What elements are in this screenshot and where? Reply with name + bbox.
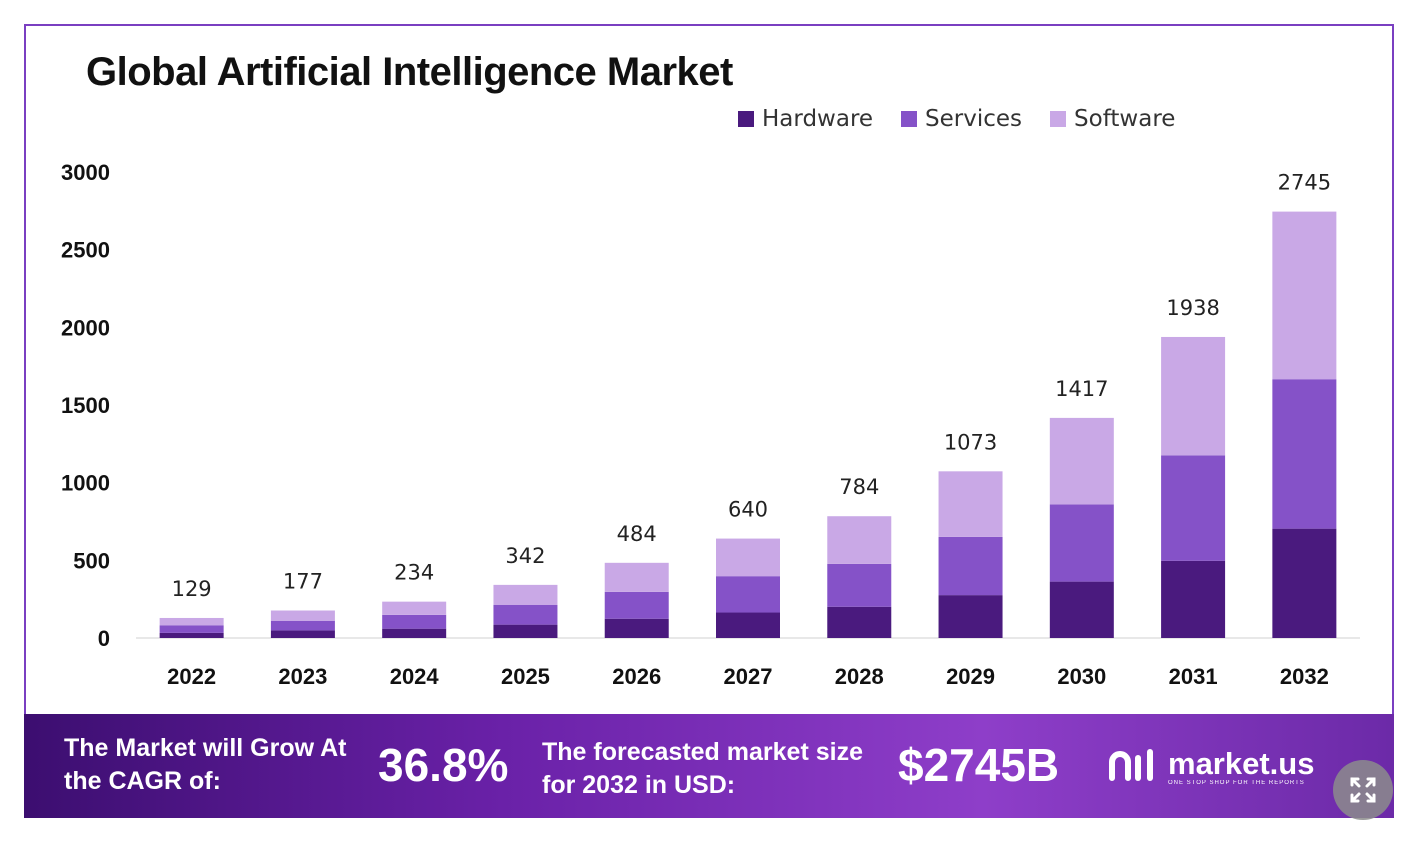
- legend: Hardware Services Software: [738, 106, 1203, 132]
- bar-segment-hardware: [382, 628, 447, 638]
- bar-segment-services: [604, 591, 669, 619]
- bar-segment-software: [604, 562, 669, 592]
- total-label: 640: [728, 498, 768, 522]
- legend-swatch-hardware: [738, 111, 754, 127]
- bar-segment-hardware: [270, 630, 335, 638]
- bar-segment-software: [382, 601, 447, 615]
- legend-swatch-services: [901, 111, 918, 127]
- bar-segment-hardware: [938, 595, 1003, 638]
- x-tick-label: 2027: [724, 664, 773, 689]
- cagr-value: 36.8%: [378, 739, 509, 791]
- total-label: 784: [839, 475, 879, 499]
- y-tick-label: 500: [73, 548, 110, 573]
- bar-segment-services: [270, 620, 335, 631]
- legend-label-software: Software: [1074, 106, 1176, 132]
- forecast-value: $2745B: [898, 739, 1060, 791]
- bar-segment-hardware: [1161, 560, 1226, 638]
- brand: market.us ONE STOP SHOP FOR THE REPORTS: [1108, 748, 1358, 786]
- bar-segment-hardware: [493, 624, 558, 638]
- y-tick-label: 2500: [61, 238, 110, 263]
- bar-segment-services: [382, 614, 447, 629]
- x-tick-label: 2023: [278, 664, 327, 689]
- y-tick-label: 2000: [61, 315, 110, 340]
- x-tick-label: 2022: [167, 664, 216, 689]
- stacked-bar-chart: 0 500 1000 1500 2000 2500 3000 129 2022 177 2023 23…: [61, 160, 1360, 689]
- bar-segment-software: [1049, 417, 1114, 505]
- market-us-logo-icon: [1109, 749, 1153, 781]
- total-label: 1417: [1055, 377, 1108, 401]
- bar-segment-hardware: [1049, 581, 1114, 638]
- legend-item-hardware: Hardware: [738, 106, 873, 132]
- bar-segment-hardware: [604, 618, 669, 638]
- forecast-label: The forecasted market size for 2032 in U…: [542, 738, 863, 799]
- bar-segment-hardware: [1272, 528, 1337, 638]
- bar-segment-services: [159, 625, 224, 633]
- total-label: 484: [617, 522, 657, 546]
- total-label: 1073: [944, 430, 997, 454]
- bar-segment-software: [938, 471, 1003, 537]
- bar-segment-services: [1161, 455, 1226, 561]
- expand-icon: [1350, 777, 1376, 803]
- legend-item-services: Services: [901, 106, 1022, 132]
- bar-segment-services: [493, 604, 558, 625]
- bar-segment-hardware: [716, 612, 780, 638]
- x-tick-label: 2024: [390, 664, 440, 689]
- chart-title: Global Artificial Intelligence Market: [86, 50, 733, 94]
- bar-segment-services: [938, 536, 1003, 596]
- brand-name: market.us: [1168, 746, 1315, 781]
- legend-label-services: Services: [925, 106, 1023, 132]
- bar-segment-services: [1272, 379, 1337, 529]
- bar-segment-software: [716, 538, 780, 577]
- cagr-label: The Market will Grow At the CAGR of:: [64, 734, 347, 795]
- y-tick-label: 1000: [61, 471, 110, 496]
- x-tick-label: 2029: [946, 664, 995, 689]
- x-tick-label: 2028: [835, 664, 884, 689]
- bar-segment-services: [1049, 504, 1114, 582]
- x-tick-label: 2026: [612, 664, 661, 689]
- total-label: 234: [394, 561, 434, 585]
- x-tick-label: 2030: [1057, 664, 1106, 689]
- summary-banner: The Market will Grow At the CAGR of: 36.…: [24, 714, 1394, 818]
- total-label: 177: [283, 570, 323, 594]
- bar-segment-software: [159, 617, 224, 626]
- bar-segment-software: [493, 584, 558, 605]
- x-tick-label: 2032: [1280, 664, 1329, 689]
- bar-segment-software: [1272, 211, 1337, 380]
- legend-swatch-software: [1050, 111, 1067, 127]
- x-tick-label: 2031: [1169, 664, 1218, 689]
- bar-segment-hardware: [159, 632, 224, 638]
- y-tick-label: 1500: [61, 393, 110, 418]
- bar-segment-software: [270, 610, 335, 621]
- bar-segment-services: [716, 576, 780, 613]
- bar-segment-software: [1161, 336, 1226, 456]
- brand-tagline: ONE STOP SHOP FOR THE REPORTS: [1168, 780, 1305, 786]
- bar-segment-hardware: [827, 606, 892, 638]
- expand-button[interactable]: [1333, 760, 1393, 820]
- y-tick-label: 0: [98, 626, 110, 651]
- bar-segment-services: [827, 563, 892, 607]
- bar-segment-software: [827, 516, 892, 564]
- total-label: 129: [172, 577, 212, 601]
- y-tick-label: 3000: [61, 160, 110, 185]
- total-label: 342: [505, 544, 545, 568]
- total-label: 1938: [1166, 296, 1219, 320]
- legend-item-software: Software: [1050, 106, 1175, 132]
- total-label: 2745: [1278, 171, 1331, 195]
- x-tick-label: 2025: [501, 664, 550, 689]
- legend-label-hardware: Hardware: [762, 106, 874, 132]
